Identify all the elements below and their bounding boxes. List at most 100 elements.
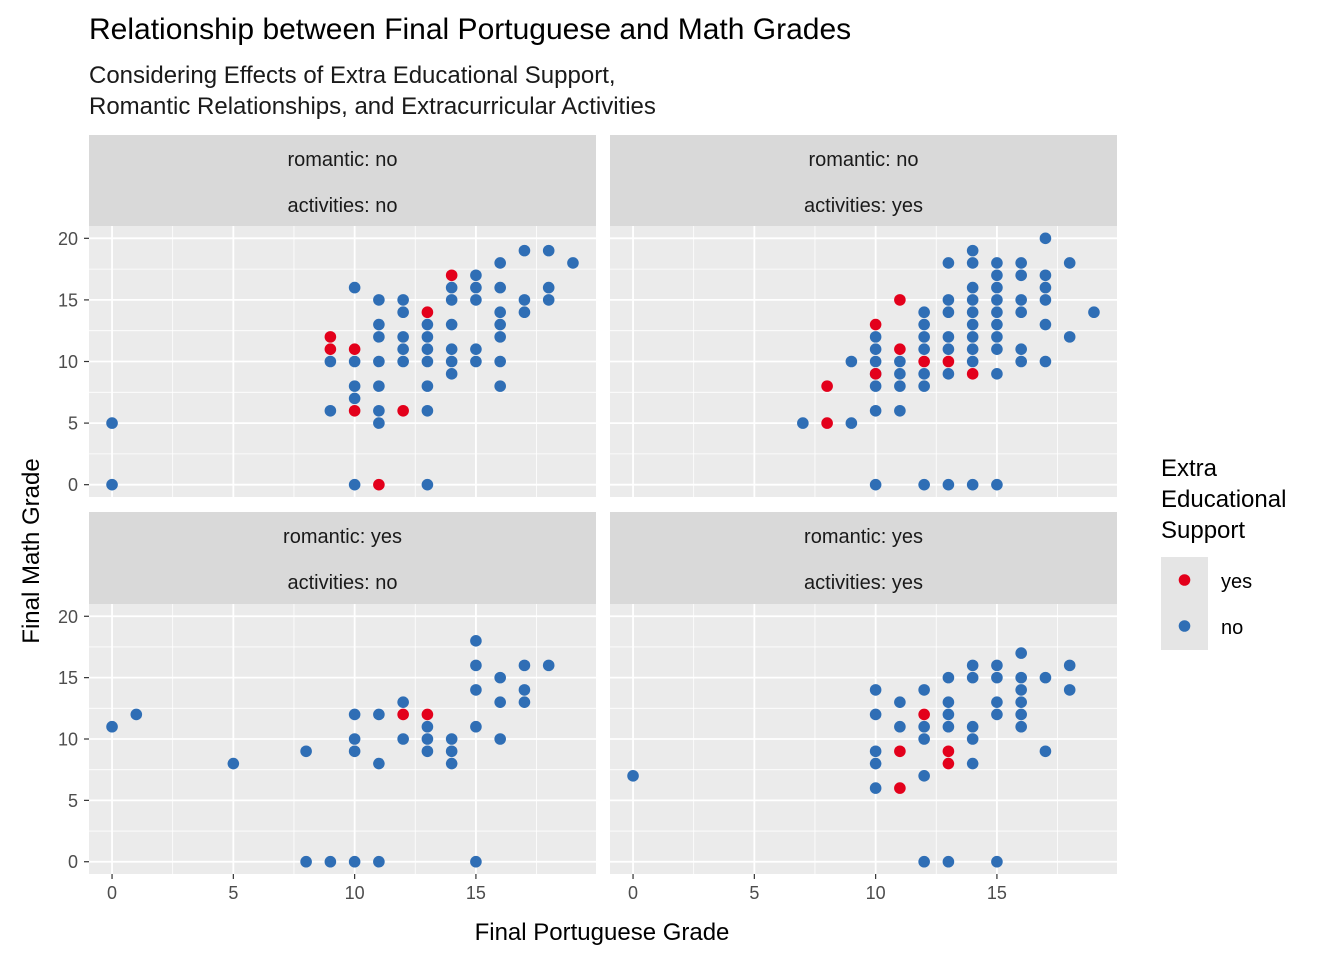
data-point-yes-support [918, 355, 930, 368]
data-point-no-support [918, 343, 930, 355]
data-point-no-support [494, 380, 506, 392]
data-point-no-support [397, 306, 409, 319]
x-tick-label: 10 [345, 883, 365, 903]
x-tick-label: 15 [466, 883, 486, 903]
data-point-no-support [348, 855, 361, 868]
legend-title-line-2: Educational [1161, 486, 1286, 513]
data-point-no-support [966, 757, 979, 770]
legend-key-yes [1178, 574, 1191, 586]
data-point-yes-support [397, 404, 409, 417]
data-point-no-support [894, 720, 906, 733]
data-point-no-support [348, 281, 361, 294]
y-tick-label: 0 [68, 475, 78, 495]
data-point-no-support [470, 343, 482, 355]
data-point-yes-support [348, 404, 361, 417]
data-point-no-support [518, 696, 531, 708]
data-point-no-support [845, 355, 858, 368]
data-point-no-support [470, 855, 482, 868]
data-point-no-support [494, 318, 506, 331]
data-point-no-support [324, 855, 337, 868]
y-tick-label: 10 [58, 352, 78, 372]
data-point-no-support [991, 257, 1003, 269]
data-point-yes-support [942, 757, 955, 770]
data-point-no-support [1015, 306, 1027, 319]
data-point-no-support [1063, 331, 1076, 343]
facet-strip [89, 512, 596, 604]
data-point-no-support [324, 355, 337, 368]
data-point-no-support [991, 306, 1003, 319]
data-point-no-support [918, 733, 930, 745]
data-point-no-support [421, 720, 434, 733]
data-point-no-support [445, 318, 458, 331]
data-point-no-support [991, 478, 1003, 491]
data-point-no-support [942, 478, 955, 491]
legend-title-line-3: Support [1161, 517, 1245, 544]
data-point-no-support [1039, 269, 1052, 282]
legend: Extra Educational Support yes no [1161, 455, 1286, 650]
data-point-no-support [966, 306, 979, 319]
data-point-no-support [373, 757, 385, 770]
data-point-yes-support [869, 368, 882, 380]
data-point-no-support [445, 733, 458, 745]
data-point-no-support [445, 355, 458, 368]
data-point-no-support [869, 757, 882, 770]
chart-subtitle-line-2: Romantic Relationships, and Extracurricu… [89, 93, 656, 120]
y-axis-title: Final Math Grade [18, 458, 45, 643]
data-point-no-support [966, 733, 979, 745]
legend-label-yes: yes [1221, 571, 1252, 593]
data-point-no-support [894, 380, 906, 392]
data-point-no-support [942, 294, 955, 306]
data-point-no-support [324, 404, 337, 417]
data-point-yes-support [894, 782, 906, 794]
data-point-no-support [869, 708, 882, 721]
data-point-yes-support [421, 306, 434, 319]
data-point-no-support [991, 659, 1003, 672]
data-point-no-support [1063, 257, 1076, 269]
data-point-no-support [494, 257, 506, 269]
data-point-no-support [942, 671, 955, 684]
data-point-no-support [348, 708, 361, 721]
data-point-no-support [106, 417, 118, 429]
facet-strip-label-activities: activities: no [287, 195, 397, 217]
facet-panel: romantic: no activities: yes [610, 135, 1117, 497]
facet-panel: romantic: yes activities: yes 0 5 10 15 [610, 512, 1117, 903]
data-point-no-support [1063, 684, 1076, 696]
data-point-no-support [1039, 671, 1052, 684]
data-point-no-support [518, 684, 531, 696]
data-point-no-support [966, 478, 979, 491]
data-point-no-support [470, 659, 482, 672]
data-point-no-support [567, 257, 579, 269]
data-point-no-support [942, 720, 955, 733]
data-point-no-support [942, 257, 955, 269]
chart-title: Relationship between Final Portuguese an… [89, 13, 851, 46]
data-point-no-support [1039, 232, 1052, 245]
data-point-no-support [1015, 720, 1027, 733]
data-point-no-support [991, 281, 1003, 294]
data-point-no-support [966, 294, 979, 306]
data-point-no-support [373, 404, 385, 417]
data-point-no-support [797, 417, 809, 429]
y-tick-label: 5 [68, 791, 78, 811]
data-point-no-support [942, 708, 955, 721]
data-point-no-support [869, 745, 882, 758]
data-point-yes-support [869, 318, 882, 331]
data-point-no-support [869, 380, 882, 392]
data-point-no-support [1015, 647, 1027, 659]
data-point-no-support [1088, 306, 1100, 319]
data-point-no-support [106, 478, 118, 491]
facet-strip-label-activities: activities: yes [804, 195, 923, 217]
data-point-no-support [942, 306, 955, 319]
data-point-no-support [542, 294, 555, 306]
data-point-no-support [397, 294, 409, 306]
data-point-no-support [397, 355, 409, 368]
data-point-no-support [918, 720, 930, 733]
data-point-no-support [966, 281, 979, 294]
data-point-yes-support [821, 417, 833, 429]
facet-strip-label-romantic: romantic: no [287, 149, 397, 171]
data-point-yes-support [397, 708, 409, 721]
data-point-no-support [470, 281, 482, 294]
data-point-no-support [421, 404, 434, 417]
data-point-no-support [518, 306, 531, 319]
data-point-no-support [518, 659, 531, 672]
